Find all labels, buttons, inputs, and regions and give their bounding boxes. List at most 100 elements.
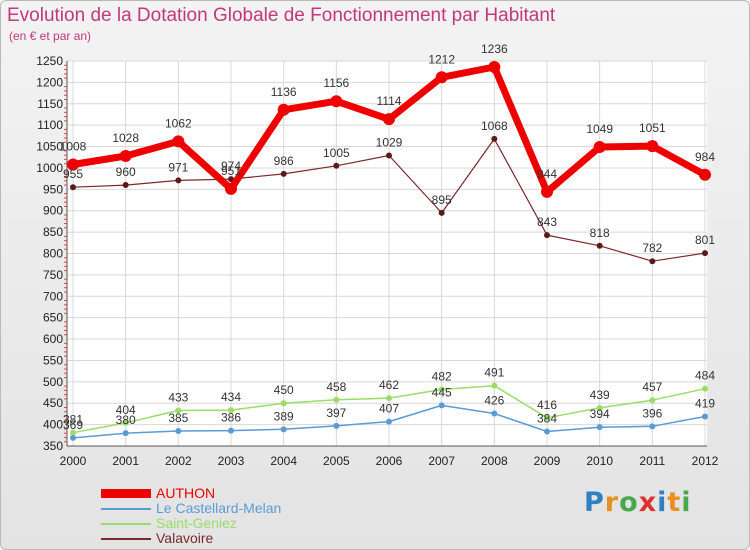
data-label-saint-geniez: 404 bbox=[116, 403, 136, 417]
data-label-valavoire: 960 bbox=[116, 165, 136, 179]
legend-swatch bbox=[101, 522, 151, 525]
y-tick-label: 1150 bbox=[37, 97, 63, 111]
data-label-valavoire: 986 bbox=[274, 154, 294, 168]
data-label-valavoire: 974 bbox=[221, 159, 241, 173]
data-point-le-castellard-melan bbox=[122, 430, 129, 437]
data-point-le-castellard-melan bbox=[386, 418, 392, 425]
y-tick-label: 900 bbox=[43, 204, 63, 218]
data-label-authon: 1028 bbox=[112, 131, 139, 145]
grid-layer bbox=[67, 60, 707, 447]
y-tick-label: 1200 bbox=[36, 75, 63, 89]
chart-subtitle: (en € et par an) bbox=[9, 29, 92, 43]
data-point-valavoire bbox=[596, 242, 603, 249]
data-label-valavoire: 1029 bbox=[376, 136, 403, 150]
data-point-saint-geniez bbox=[228, 407, 234, 414]
data-point-saint-geniez bbox=[70, 429, 76, 436]
data-point-le-castellard-melan bbox=[438, 402, 445, 409]
y-tick-label: 600 bbox=[43, 332, 63, 346]
data-label-authon: 1236 bbox=[481, 42, 508, 56]
data-label-le-castellard-melan: 419 bbox=[695, 396, 715, 410]
x-tick-label: 2008 bbox=[481, 454, 508, 468]
y-tick-label: 400 bbox=[43, 418, 63, 432]
x-tick-label: 2006 bbox=[376, 454, 403, 468]
data-label-valavoire: 1005 bbox=[323, 146, 350, 160]
data-label-authon: 1051 bbox=[639, 121, 666, 135]
data-label-le-castellard-melan: 385 bbox=[168, 411, 188, 425]
data-label-authon: 984 bbox=[695, 150, 715, 164]
data-label-authon: 1212 bbox=[428, 52, 455, 66]
data-label-le-castellard-melan: 369 bbox=[63, 418, 83, 432]
y-tick-label: 1250 bbox=[36, 54, 63, 68]
data-point-authon bbox=[541, 185, 553, 198]
x-tick-label: 2001 bbox=[112, 454, 139, 468]
logo-letter: r bbox=[604, 487, 620, 518]
data-point-authon bbox=[383, 113, 395, 126]
data-label-saint-geniez: 450 bbox=[274, 383, 294, 397]
y-tick-label: 1000 bbox=[36, 161, 63, 175]
y-tick-label: 1050 bbox=[36, 140, 63, 154]
data-point-le-castellard-melan bbox=[175, 428, 182, 435]
data-label-le-castellard-melan: 426 bbox=[484, 393, 504, 407]
y-tick-label: 450 bbox=[43, 396, 63, 410]
data-label-le-castellard-melan: 396 bbox=[642, 406, 662, 420]
data-label-authon: 1156 bbox=[323, 76, 349, 90]
data-point-valavoire bbox=[702, 250, 708, 257]
y-tick-label: 350 bbox=[43, 439, 63, 453]
data-point-le-castellard-melan bbox=[70, 434, 76, 441]
data-label-authon: 1136 bbox=[271, 85, 297, 99]
x-tick-label: 2011 bbox=[639, 454, 665, 468]
data-point-valavoire bbox=[649, 258, 656, 265]
data-label-saint-geniez: 433 bbox=[168, 390, 188, 404]
data-label-saint-geniez: 462 bbox=[379, 378, 399, 392]
data-point-saint-geniez bbox=[333, 396, 340, 403]
data-label-le-castellard-melan: 407 bbox=[379, 402, 399, 416]
data-label-le-castellard-melan: 397 bbox=[326, 406, 346, 420]
data-label-valavoire: 1068 bbox=[481, 119, 508, 133]
data-point-valavoire bbox=[175, 177, 182, 184]
x-tick-label: 2002 bbox=[165, 454, 192, 468]
data-label-le-castellard-melan: 445 bbox=[432, 385, 452, 399]
data-point-saint-geniez bbox=[649, 397, 656, 404]
legend-swatch bbox=[101, 489, 151, 498]
data-label-saint-geniez: 458 bbox=[326, 380, 346, 394]
x-tick-label: 2010 bbox=[586, 454, 613, 468]
data-label-valavoire: 895 bbox=[432, 193, 452, 207]
data-point-saint-geniez bbox=[702, 385, 708, 392]
y-tick-label: 550 bbox=[43, 353, 63, 367]
y-tick-label: 700 bbox=[43, 289, 63, 303]
data-label-le-castellard-melan: 389 bbox=[274, 409, 294, 423]
data-point-valavoire bbox=[333, 162, 340, 169]
data-point-authon bbox=[488, 60, 501, 73]
data-label-saint-geniez: 457 bbox=[642, 380, 662, 394]
data-label-saint-geniez: 381 bbox=[63, 413, 83, 427]
data-label-authon: 1049 bbox=[586, 122, 613, 136]
data-point-authon bbox=[699, 168, 711, 181]
data-point-valavoire bbox=[70, 184, 76, 191]
data-point-authon bbox=[330, 95, 343, 108]
data-point-valavoire bbox=[280, 170, 287, 177]
x-tick-label: 2012 bbox=[692, 454, 719, 468]
x-tick-label: 2004 bbox=[270, 454, 297, 468]
data-label-authon: 1062 bbox=[165, 116, 192, 130]
data-label-authon: 1008 bbox=[60, 140, 87, 154]
logo-letter: t bbox=[667, 487, 682, 518]
data-label-valavoire: 818 bbox=[590, 226, 610, 240]
data-point-saint-geniez bbox=[122, 419, 129, 426]
data-point-le-castellard-melan bbox=[333, 422, 340, 429]
x-tick-label: 2009 bbox=[534, 454, 561, 468]
chart-title: Evolution de la Dotation Globale de Fonc… bbox=[7, 5, 556, 26]
data-point-valavoire bbox=[122, 182, 129, 189]
data-point-authon bbox=[277, 103, 290, 116]
data-point-le-castellard-melan bbox=[280, 426, 287, 433]
y-tick-label: 500 bbox=[43, 375, 63, 389]
proxiti-logo: Proxiti bbox=[584, 487, 692, 518]
data-label-saint-geniez: 439 bbox=[590, 388, 610, 402]
data-label-saint-geniez: 491 bbox=[484, 366, 504, 380]
data-label-authon: 944 bbox=[537, 167, 557, 181]
data-label-le-castellard-melan: 386 bbox=[221, 411, 241, 425]
data-point-authon bbox=[119, 149, 132, 162]
x-tick-label: 2003 bbox=[218, 454, 245, 468]
data-point-le-castellard-melan bbox=[596, 424, 603, 431]
legend-label: AUTHON bbox=[156, 485, 216, 501]
